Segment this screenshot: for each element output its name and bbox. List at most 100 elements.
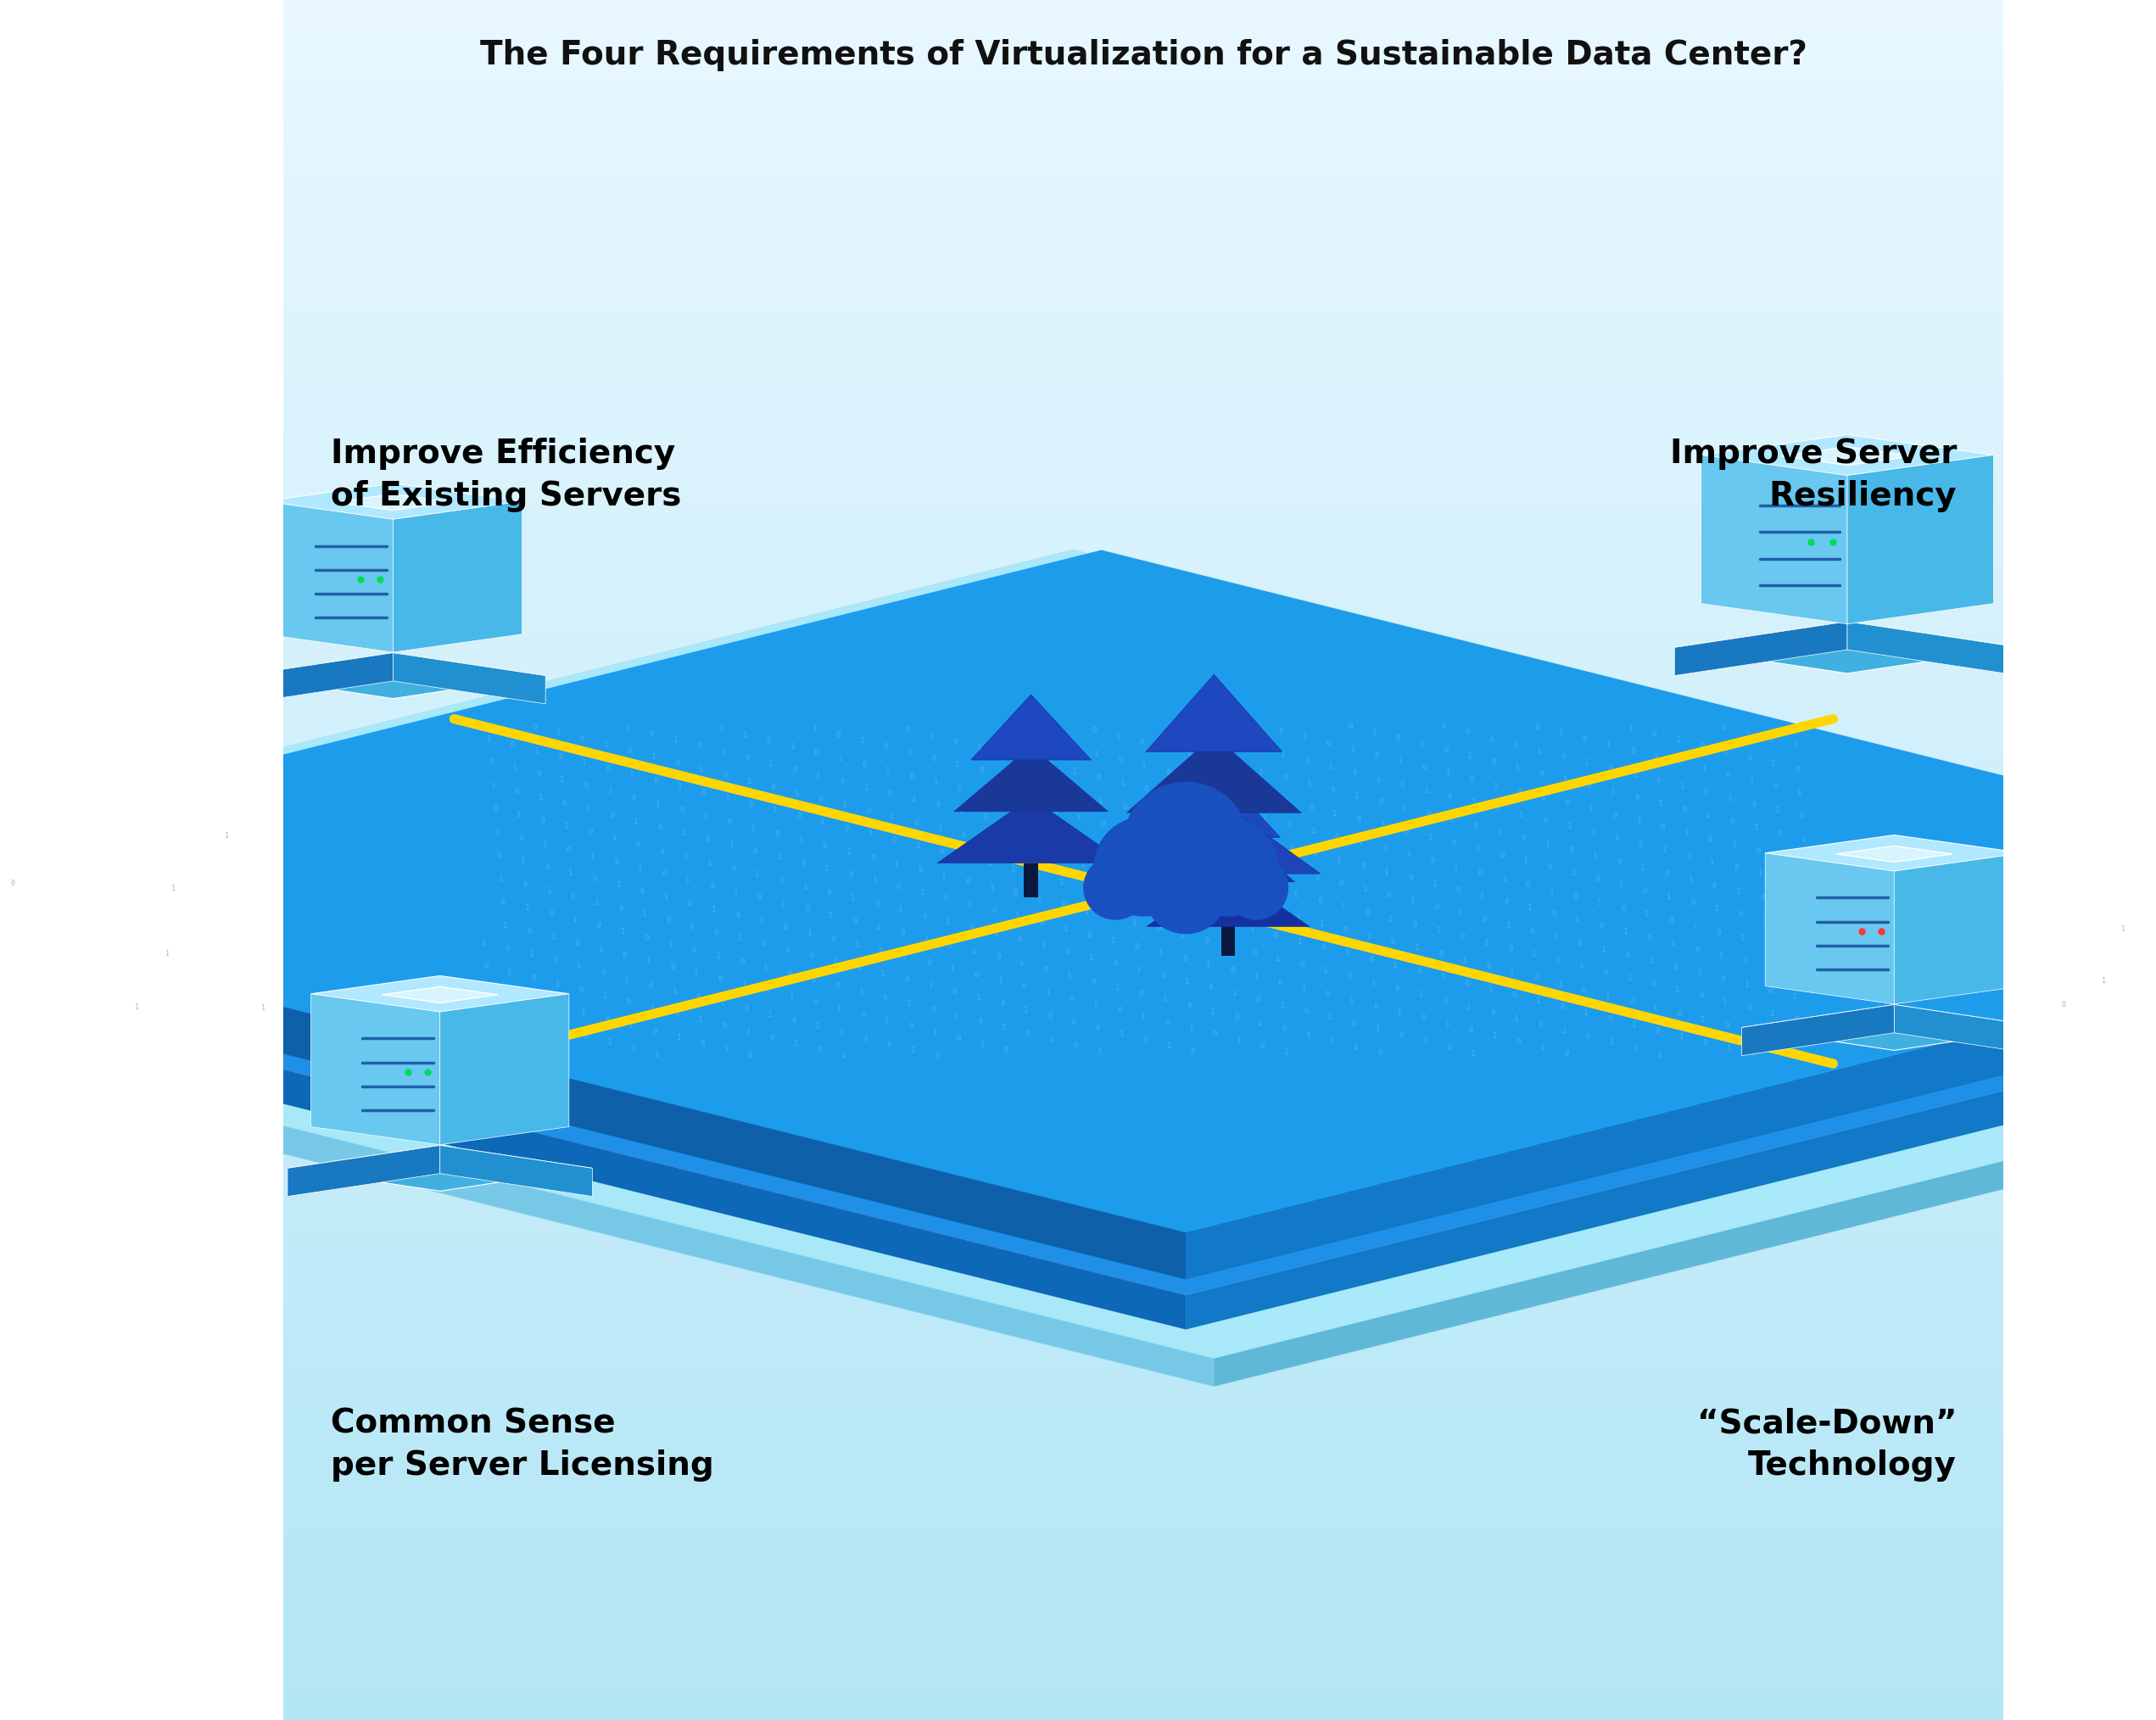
Bar xyxy=(285,275,2003,284)
Text: 1: 1 xyxy=(565,822,569,831)
Text: 0: 0 xyxy=(845,824,849,832)
Text: 0: 0 xyxy=(1009,843,1013,851)
Text: 1: 1 xyxy=(1539,1044,1544,1053)
Text: 1: 1 xyxy=(742,738,746,746)
Text: 0: 0 xyxy=(1373,1003,1378,1010)
Text: 1: 1 xyxy=(1598,900,1602,906)
Text: 0: 0 xyxy=(1074,791,1078,798)
Text: 0: 0 xyxy=(666,917,671,924)
Text: 1: 1 xyxy=(1358,839,1363,846)
Text: 1: 1 xyxy=(1089,955,1093,961)
Bar xyxy=(285,215,2003,224)
Text: 0: 0 xyxy=(1608,765,1613,772)
Text: 0: 0 xyxy=(852,918,858,925)
Text: 1: 1 xyxy=(1231,991,1238,998)
Text: 1: 1 xyxy=(1212,1201,1216,1209)
Bar xyxy=(285,1290,2003,1299)
Text: 1: 1 xyxy=(972,948,977,955)
Bar xyxy=(285,1109,2003,1118)
Text: 1: 1 xyxy=(1158,949,1162,956)
Text: 0: 0 xyxy=(1304,757,1309,765)
Text: 0: 0 xyxy=(1151,879,1158,886)
Text: 0: 0 xyxy=(735,912,740,918)
Polygon shape xyxy=(440,994,569,1146)
Text: 0: 0 xyxy=(561,1080,565,1089)
Text: 1: 1 xyxy=(828,781,832,789)
Text: 0: 0 xyxy=(949,943,953,949)
Text: 0: 0 xyxy=(968,1128,972,1137)
Text: 1: 1 xyxy=(1753,824,1757,831)
Text: 0: 0 xyxy=(962,831,966,839)
Text: 1: 1 xyxy=(955,1011,959,1020)
Text: 0: 0 xyxy=(1451,839,1457,848)
Bar xyxy=(285,1006,2003,1015)
Text: 1: 1 xyxy=(1106,891,1110,898)
Text: 0: 0 xyxy=(1501,851,1505,860)
Text: 1: 1 xyxy=(1186,728,1190,734)
Bar xyxy=(285,86,2003,95)
Text: 1: 1 xyxy=(1235,1037,1242,1044)
Bar xyxy=(285,697,2003,705)
Text: 1: 1 xyxy=(1324,967,1328,975)
Text: 0: 0 xyxy=(1000,1001,1005,1008)
Text: 0: 0 xyxy=(1399,781,1404,789)
Text: 0: 0 xyxy=(1175,862,1179,869)
Text: 0: 0 xyxy=(1800,812,1805,820)
Text: 0: 0 xyxy=(934,1053,940,1060)
Text: 1: 1 xyxy=(977,743,981,752)
Text: 1: 1 xyxy=(1740,934,1744,943)
Text: 0: 0 xyxy=(1244,857,1248,863)
Bar xyxy=(285,654,2003,662)
Bar xyxy=(285,688,2003,697)
Text: 0: 0 xyxy=(1378,1049,1382,1056)
Text: 0: 0 xyxy=(1725,771,1729,779)
Text: 0: 0 xyxy=(815,748,819,757)
Text: 1: 1 xyxy=(1770,1010,1774,1018)
Text: 1: 1 xyxy=(977,994,981,1003)
Text: 1: 1 xyxy=(1345,949,1350,958)
Polygon shape xyxy=(241,654,392,703)
Text: 1: 1 xyxy=(998,977,1003,984)
Text: 0: 0 xyxy=(1708,836,1712,843)
Text: 1: 1 xyxy=(1462,956,1466,963)
Text: 0: 0 xyxy=(1690,900,1695,906)
Text: 0: 0 xyxy=(817,1046,821,1054)
Bar xyxy=(285,1342,2003,1350)
Text: 1: 1 xyxy=(1623,805,1628,812)
Text: 0: 0 xyxy=(1733,865,1738,872)
Text: 0: 0 xyxy=(483,963,487,970)
Bar xyxy=(285,1385,2003,1393)
Polygon shape xyxy=(1214,972,2156,1386)
Text: 1: 1 xyxy=(481,939,485,946)
Text: 0: 0 xyxy=(1785,924,1789,931)
Text: 1: 1 xyxy=(873,877,877,884)
Text: 0: 0 xyxy=(1434,903,1438,912)
Text: 0: 0 xyxy=(1466,729,1470,736)
Bar xyxy=(285,335,2003,344)
Bar xyxy=(285,1582,2003,1591)
Text: 0: 0 xyxy=(987,860,992,869)
Bar xyxy=(285,1324,2003,1333)
Text: 0: 0 xyxy=(1507,944,1514,953)
Text: 0: 0 xyxy=(748,829,752,838)
Text: 1: 1 xyxy=(1123,826,1130,834)
Text: 0: 0 xyxy=(856,965,860,972)
Text: 0: 0 xyxy=(1181,955,1188,963)
Polygon shape xyxy=(1675,621,1848,676)
Text: 1: 1 xyxy=(1684,829,1688,838)
Text: 0: 0 xyxy=(1429,857,1434,865)
Text: 1: 1 xyxy=(994,931,998,937)
Text: 1: 1 xyxy=(1384,869,1388,875)
Bar xyxy=(285,1565,2003,1574)
Text: 1: 1 xyxy=(1272,908,1276,917)
Text: 1: 1 xyxy=(877,924,882,932)
Text: 1: 1 xyxy=(750,824,755,832)
Text: 1: 1 xyxy=(1246,879,1250,888)
Text: 1: 1 xyxy=(759,917,763,925)
Bar xyxy=(285,421,2003,430)
Bar xyxy=(285,1041,2003,1049)
Text: 0: 0 xyxy=(1626,951,1630,960)
Text: 0: 0 xyxy=(1285,900,1289,906)
Polygon shape xyxy=(1895,1004,2046,1056)
Text: 0: 0 xyxy=(1156,925,1160,932)
